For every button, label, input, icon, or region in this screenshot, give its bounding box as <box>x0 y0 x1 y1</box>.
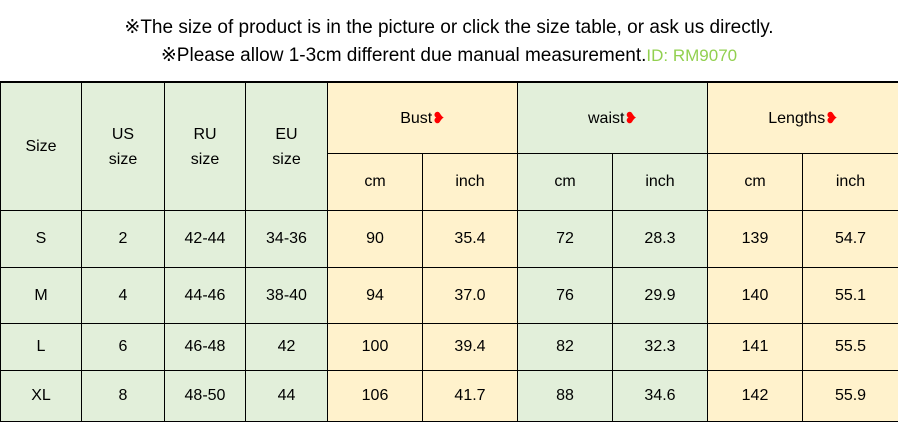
table-cell: S <box>1 211 82 268</box>
header-bust: Bust❥ <box>328 83 518 154</box>
table-cell: 106 <box>328 371 423 422</box>
unit-inch: inch <box>803 154 898 211</box>
table-cell: 35.4 <box>423 211 518 268</box>
table-cell: 76 <box>518 268 613 324</box>
table-cell: 28.3 <box>613 211 708 268</box>
header-ru-size: RU size <box>165 83 246 211</box>
table-cell: L <box>1 324 82 371</box>
table-cell: 46-48 <box>165 324 246 371</box>
table-cell: 100 <box>328 324 423 371</box>
header-us-size: US size <box>82 83 165 211</box>
table-cell: 140 <box>708 268 803 324</box>
note-text: ※Please allow 1-3cm different due manual… <box>161 45 647 66</box>
table-cell: 8 <box>82 371 165 422</box>
notes: ※The size of product is in the picture o… <box>0 0 898 82</box>
lengths-label: Lengths <box>768 110 825 127</box>
table-cell: 44-46 <box>165 268 246 324</box>
unit-inch: inch <box>423 154 518 211</box>
table-cell: 55.5 <box>803 324 898 371</box>
table-cell: 48-50 <box>165 371 246 422</box>
header-eu-size: EU size <box>246 83 328 211</box>
unit-cm: cm <box>708 154 803 211</box>
table-cell: XL <box>1 371 82 422</box>
table-cell: 42-44 <box>165 211 246 268</box>
table-cell: 34-36 <box>246 211 328 268</box>
table-cell: 37.0 <box>423 268 518 324</box>
table-cell: 4 <box>82 268 165 324</box>
table-cell: 34.6 <box>613 371 708 422</box>
bust-label: Bust <box>400 110 432 127</box>
product-id: ID: RM9070 <box>646 46 737 65</box>
unit-cm: cm <box>328 154 423 211</box>
table-cell: 141 <box>708 324 803 371</box>
table-cell: 72 <box>518 211 613 268</box>
table-cell: 142 <box>708 371 803 422</box>
table-cell: 94 <box>328 268 423 324</box>
waist-label: waist <box>588 110 624 127</box>
table-cell: 32.3 <box>613 324 708 371</box>
note-line-1: ※The size of product is in the picture o… <box>0 14 898 42</box>
heart-arrow-icon: ❥ <box>624 110 637 127</box>
table-cell: 44 <box>246 371 328 422</box>
table-cell: 90 <box>328 211 423 268</box>
heart-arrow-icon: ❥ <box>432 110 445 127</box>
table-cell: 41.7 <box>423 371 518 422</box>
note-line-2: ※Please allow 1-3cm different due manual… <box>0 42 898 70</box>
heart-arrow-icon: ❥ <box>825 110 838 127</box>
unit-cm: cm <box>518 154 613 211</box>
table-cell: M <box>1 268 82 324</box>
table-cell: 29.9 <box>613 268 708 324</box>
table-cell: 6 <box>82 324 165 371</box>
table-cell: 38-40 <box>246 268 328 324</box>
table-cell: 139 <box>708 211 803 268</box>
table-cell: 55.9 <box>803 371 898 422</box>
header-lengths: Lengths❥ <box>708 83 898 154</box>
table-cell: 42 <box>246 324 328 371</box>
table-cell: 39.4 <box>423 324 518 371</box>
table-cell: 82 <box>518 324 613 371</box>
table-cell: 2 <box>82 211 165 268</box>
unit-inch: inch <box>613 154 708 211</box>
table-cell: 54.7 <box>803 211 898 268</box>
header-size: Size <box>1 83 82 211</box>
size-table: Size US size RU size EU size Bust❥ waist… <box>0 82 898 422</box>
header-waist: waist❥ <box>518 83 708 154</box>
table-cell: 88 <box>518 371 613 422</box>
table-cell: 55.1 <box>803 268 898 324</box>
